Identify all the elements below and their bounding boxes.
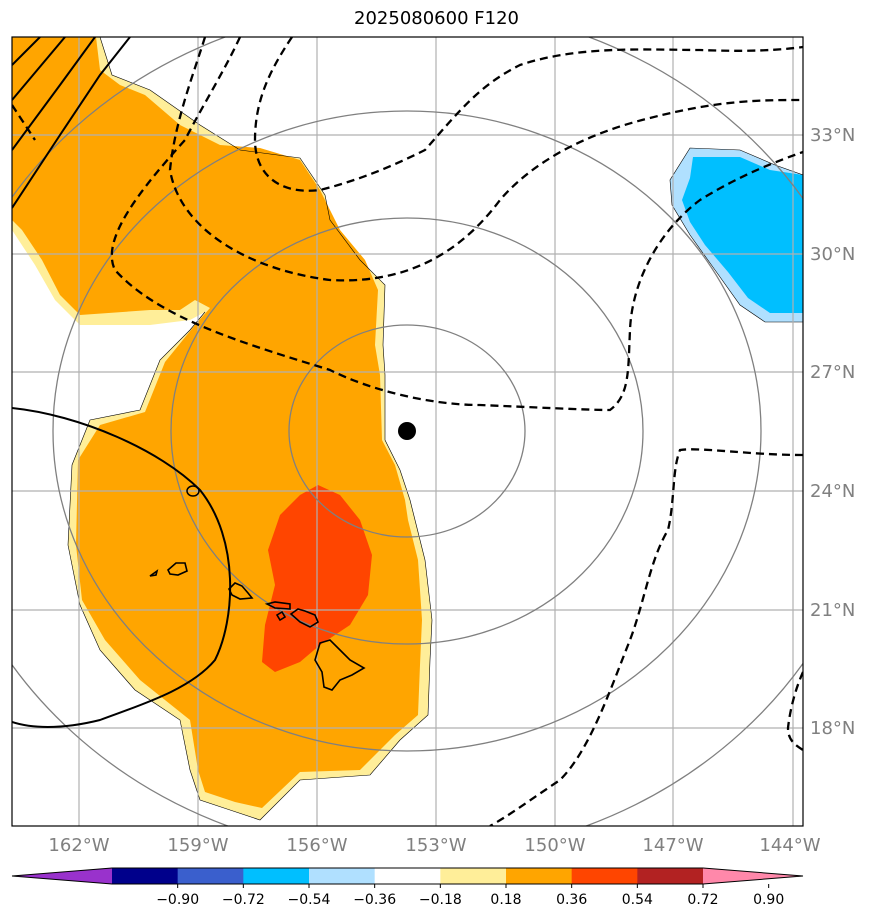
island-maui — [289, 608, 320, 628]
island-hawaii — [314, 639, 366, 691]
colorbar-tick-label: 0.72 — [687, 892, 718, 908]
plot-frame — [11, 36, 804, 827]
dashed-contours — [12, 37, 803, 826]
lat-label: 27°N — [810, 362, 855, 383]
anomaly-fill-neg-0.54-0.36 — [682, 157, 803, 313]
colorbar-tick-label: −0.90 — [156, 892, 199, 908]
lon-label: 153°W — [405, 835, 466, 856]
lon-label: 147°W — [642, 835, 703, 856]
anomaly-outline — [67, 37, 433, 821]
hawaiian-islands — [149, 562, 366, 691]
lon-label: 162°W — [48, 835, 109, 856]
lat-label: 18°N — [810, 718, 855, 739]
colorbar-tick-label: −0.72 — [222, 892, 265, 908]
lon-label: 156°W — [286, 835, 347, 856]
colorbar: −0.90 −0.72 −0.54 −0.36 −0.18 0.18 0.36 0.54 0.7… — [11, 867, 804, 908]
longitude-labels: 162°W 159°W 156°W 153°W 150°W 147°W 144°… — [48, 835, 820, 856]
colorbar-segment — [112, 868, 179, 884]
colorbar-tick-label: 0.18 — [490, 892, 521, 908]
island-molokai — [264, 601, 291, 610]
lat-label: 21°N — [810, 600, 855, 621]
lon-label: 159°W — [167, 835, 228, 856]
colorbar-tick-label: 0.36 — [556, 892, 587, 908]
colorbar-segment — [177, 868, 244, 884]
colorbar-segment — [440, 868, 507, 884]
colorbar-segment — [637, 868, 704, 884]
colorbar-extend-low — [12, 868, 112, 884]
anomaly-fill-0.36-0.54 — [12, 37, 422, 808]
colorbar-segment — [374, 868, 441, 884]
island-kauai — [167, 562, 188, 576]
colorbar-segment — [243, 868, 310, 884]
island-niihau — [149, 569, 159, 577]
small-closed-contour — [186, 485, 200, 497]
colorbar-segment — [571, 868, 638, 884]
colorbar-tick-label: 0.90 — [753, 892, 784, 908]
lon-label: 144°W — [759, 835, 820, 856]
colorbar-extend-high — [703, 868, 803, 884]
storm-center-marker — [398, 422, 416, 440]
colorbar-tick-label: 0.54 — [622, 892, 653, 908]
lat-label: 30°N — [810, 244, 855, 265]
lat-label: 24°N — [810, 481, 855, 502]
colorbar-tick-label: −0.36 — [353, 892, 396, 908]
lat-label: 33°N — [810, 125, 855, 146]
island-oahu — [228, 582, 254, 600]
lon-label: 150°W — [524, 835, 585, 856]
colorbar-segment — [506, 868, 573, 884]
latitude-labels: 33°N 30°N 27°N 24°N 21°N 18°N — [810, 125, 855, 739]
colorbar-segment — [309, 868, 376, 884]
anomaly-outline-neg — [669, 147, 803, 323]
island-lanai — [275, 610, 287, 622]
colorbar-tick-label: −0.54 — [288, 892, 331, 908]
colorbar-tick-label: −0.18 — [419, 892, 462, 908]
colorbar-outline — [11, 867, 804, 885]
map-title: 2025080600 F120 — [354, 8, 519, 29]
graticule — [12, 37, 803, 826]
